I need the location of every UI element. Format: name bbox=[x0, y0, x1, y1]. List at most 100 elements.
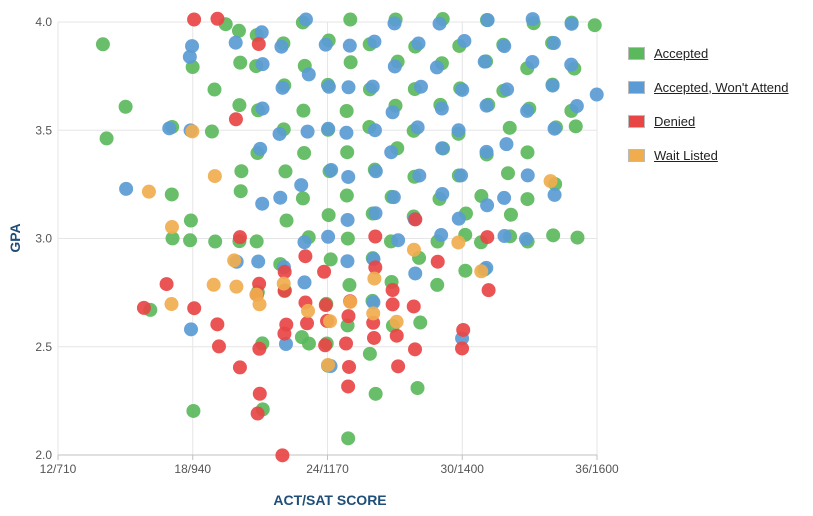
point-accepted-won-t-attend[interactable] bbox=[385, 105, 400, 120]
point-accepted[interactable] bbox=[249, 234, 264, 249]
point-accepted-won-t-attend[interactable] bbox=[294, 178, 309, 193]
point-accepted[interactable] bbox=[339, 103, 354, 118]
point-accepted-won-t-attend[interactable] bbox=[367, 34, 382, 49]
point-accepted[interactable] bbox=[503, 207, 518, 222]
point-accepted[interactable] bbox=[343, 55, 358, 70]
point-accepted-won-t-attend[interactable] bbox=[298, 12, 313, 27]
point-accepted[interactable] bbox=[186, 403, 201, 418]
point-accepted[interactable] bbox=[546, 228, 561, 243]
point-accepted[interactable] bbox=[321, 208, 336, 223]
point-accepted[interactable] bbox=[204, 124, 219, 139]
point-accepted[interactable] bbox=[233, 55, 248, 70]
point-accepted-won-t-attend[interactable] bbox=[368, 164, 383, 179]
point-accepted-won-t-attend[interactable] bbox=[254, 25, 269, 40]
point-accepted[interactable] bbox=[342, 278, 357, 293]
point-denied[interactable] bbox=[159, 277, 174, 292]
point-denied[interactable] bbox=[187, 301, 202, 316]
point-accepted[interactable] bbox=[587, 18, 602, 33]
point-wait-listed[interactable] bbox=[206, 277, 221, 292]
point-accepted-won-t-attend[interactable] bbox=[477, 54, 492, 69]
point-wait-listed[interactable] bbox=[543, 174, 558, 189]
point-accepted-won-t-attend[interactable] bbox=[255, 101, 270, 116]
point-accepted-won-t-attend[interactable] bbox=[520, 168, 535, 183]
point-accepted-won-t-attend[interactable] bbox=[365, 79, 380, 94]
point-accepted-won-t-attend[interactable] bbox=[255, 57, 270, 72]
point-denied[interactable] bbox=[385, 297, 400, 312]
point-accepted-won-t-attend[interactable] bbox=[569, 99, 584, 114]
point-accepted-won-t-attend[interactable] bbox=[342, 38, 357, 53]
point-accepted-won-t-attend[interactable] bbox=[434, 101, 449, 116]
point-accepted-won-t-attend[interactable] bbox=[340, 212, 355, 227]
point-accepted-won-t-attend[interactable] bbox=[497, 39, 512, 54]
point-accepted[interactable] bbox=[183, 213, 198, 228]
legend-item-accepted-wont-attend[interactable]: Accepted, Won't Attend bbox=[628, 70, 789, 104]
point-accepted-won-t-attend[interactable] bbox=[408, 266, 423, 281]
point-accepted[interactable] bbox=[458, 263, 473, 278]
point-accepted-won-t-attend[interactable] bbox=[457, 33, 472, 48]
point-accepted-won-t-attend[interactable] bbox=[525, 12, 540, 27]
point-denied[interactable] bbox=[317, 264, 332, 279]
point-denied[interactable] bbox=[339, 336, 354, 351]
point-accepted-won-t-attend[interactable] bbox=[339, 125, 354, 140]
legend-item-wait-listed[interactable]: Wait Listed bbox=[628, 138, 789, 172]
point-accepted-won-t-attend[interactable] bbox=[454, 168, 469, 183]
point-accepted-won-t-attend[interactable] bbox=[479, 98, 494, 113]
point-denied[interactable] bbox=[251, 37, 266, 52]
point-denied[interactable] bbox=[408, 342, 423, 357]
point-accepted[interactable] bbox=[340, 231, 355, 246]
point-accepted[interactable] bbox=[294, 330, 309, 345]
point-accepted-won-t-attend[interactable] bbox=[162, 121, 177, 136]
point-accepted[interactable] bbox=[278, 164, 293, 179]
point-wait-listed[interactable] bbox=[229, 279, 244, 294]
point-denied[interactable] bbox=[455, 341, 470, 356]
point-accepted-won-t-attend[interactable] bbox=[321, 229, 336, 244]
point-accepted[interactable] bbox=[339, 188, 354, 203]
point-accepted-won-t-attend[interactable] bbox=[300, 124, 315, 139]
point-accepted[interactable] bbox=[95, 37, 110, 52]
point-denied[interactable] bbox=[300, 316, 315, 331]
legend-item-denied[interactable]: Denied bbox=[628, 104, 789, 138]
point-denied[interactable] bbox=[341, 379, 356, 394]
point-accepted-won-t-attend[interactable] bbox=[455, 82, 470, 97]
point-denied[interactable] bbox=[430, 254, 445, 269]
point-denied[interactable] bbox=[187, 12, 202, 27]
point-accepted-won-t-attend[interactable] bbox=[119, 181, 134, 196]
point-accepted-won-t-attend[interactable] bbox=[546, 36, 561, 51]
point-accepted[interactable] bbox=[118, 99, 133, 114]
point-wait-listed[interactable] bbox=[249, 287, 264, 302]
point-accepted-won-t-attend[interactable] bbox=[341, 80, 356, 95]
point-wait-listed[interactable] bbox=[227, 253, 242, 268]
point-denied[interactable] bbox=[481, 283, 496, 298]
point-denied[interactable] bbox=[456, 322, 471, 337]
point-denied[interactable] bbox=[389, 328, 404, 343]
point-wait-listed[interactable] bbox=[389, 314, 404, 329]
point-denied[interactable] bbox=[298, 249, 313, 264]
point-accepted-won-t-attend[interactable] bbox=[273, 190, 288, 205]
point-accepted-won-t-attend[interactable] bbox=[297, 235, 312, 250]
point-accepted[interactable] bbox=[500, 166, 515, 181]
point-accepted-won-t-attend[interactable] bbox=[434, 228, 449, 243]
point-accepted-won-t-attend[interactable] bbox=[451, 123, 466, 138]
point-accepted-won-t-attend[interactable] bbox=[499, 137, 514, 152]
point-accepted[interactable] bbox=[295, 191, 310, 206]
point-accepted-won-t-attend[interactable] bbox=[182, 49, 197, 64]
point-denied[interactable] bbox=[210, 11, 225, 26]
point-accepted[interactable] bbox=[520, 145, 535, 160]
point-accepted[interactable] bbox=[207, 82, 222, 97]
point-accepted[interactable] bbox=[296, 103, 311, 118]
point-denied[interactable] bbox=[252, 341, 267, 356]
point-accepted-won-t-attend[interactable] bbox=[367, 123, 382, 138]
point-accepted-won-t-attend[interactable] bbox=[411, 36, 426, 51]
point-accepted[interactable] bbox=[341, 431, 356, 446]
point-accepted-won-t-attend[interactable] bbox=[412, 168, 427, 183]
point-accepted-won-t-attend[interactable] bbox=[500, 82, 515, 97]
point-accepted-won-t-attend[interactable] bbox=[387, 16, 402, 31]
point-wait-listed[interactable] bbox=[343, 294, 358, 309]
point-accepted-won-t-attend[interactable] bbox=[341, 169, 356, 184]
point-wait-listed[interactable] bbox=[323, 314, 338, 329]
point-accepted[interactable] bbox=[208, 234, 223, 249]
point-accepted-won-t-attend[interactable] bbox=[391, 233, 406, 248]
point-accepted-won-t-attend[interactable] bbox=[432, 16, 447, 31]
point-accepted[interactable] bbox=[323, 252, 338, 267]
point-denied[interactable] bbox=[250, 406, 265, 421]
